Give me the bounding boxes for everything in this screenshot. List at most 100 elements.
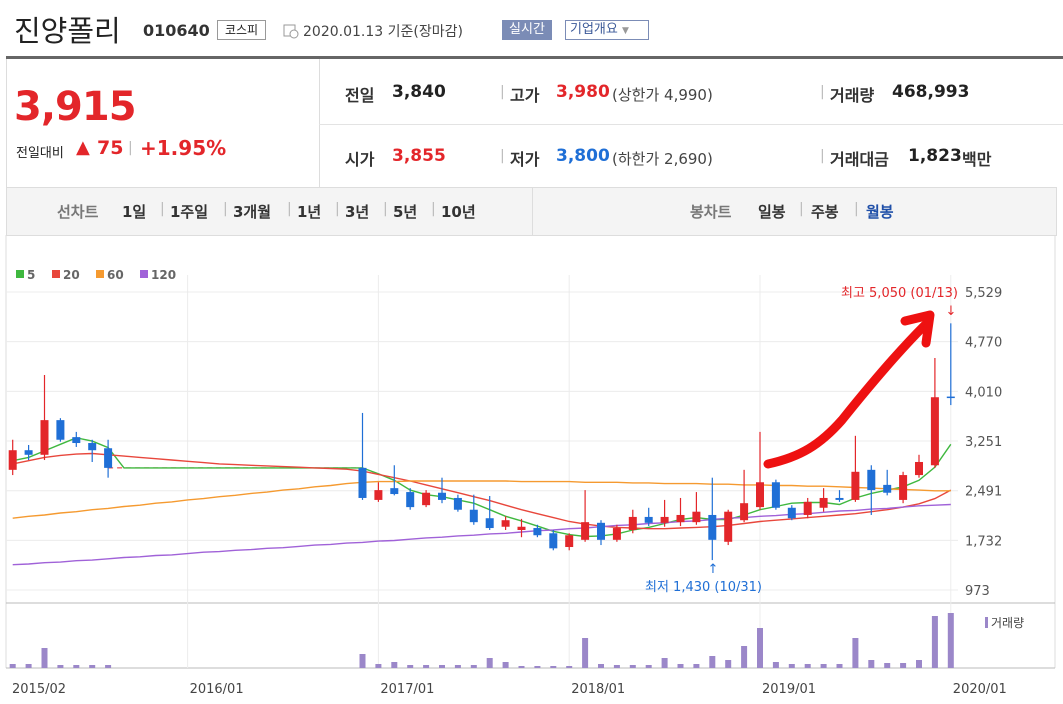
candle-body	[72, 437, 81, 444]
stock-code: 010640	[143, 21, 210, 40]
volume-bar	[741, 646, 748, 668]
y-tick-label: 4,770	[965, 336, 1002, 351]
y-tick-label: 4,010	[965, 385, 1002, 400]
tab[interactable]: 3년	[345, 203, 370, 221]
candle-body	[803, 501, 812, 515]
ma-line	[12, 437, 952, 538]
volume-bar	[518, 666, 525, 668]
candle-body	[597, 522, 605, 540]
y-tick-label: 3,251	[965, 435, 1002, 450]
candle-body	[740, 503, 749, 521]
volume-bar	[836, 664, 843, 668]
candle-body	[88, 443, 97, 451]
x-tick-label: 2017/01	[380, 682, 434, 697]
company-button[interactable]: 기업개요 ▼	[565, 20, 649, 40]
volume-bar	[709, 656, 716, 668]
tab[interactable]: 1일	[122, 203, 147, 221]
candle-body	[787, 507, 796, 519]
candle-body	[56, 420, 65, 440]
volume-bar	[613, 665, 620, 668]
separator: |	[854, 201, 859, 217]
note: (상한가 4,990)	[612, 86, 713, 104]
volume-bar	[868, 660, 875, 668]
volume-bar	[359, 654, 366, 668]
tab-selected[interactable]: 월봉	[866, 203, 894, 221]
separator: |	[335, 201, 340, 217]
tab[interactable]: 일봉	[758, 203, 786, 221]
volume-bar	[502, 662, 509, 668]
x-tick-label: 2019/01	[762, 682, 816, 697]
volume-bar	[820, 664, 827, 668]
clock-icon	[283, 24, 299, 39]
volume-bar	[391, 662, 398, 668]
candle-body	[835, 497, 844, 500]
volume-bar	[423, 665, 430, 668]
separator: |	[820, 148, 825, 164]
volume-bar	[73, 665, 80, 668]
candle-body	[771, 482, 780, 508]
separator: |	[799, 201, 804, 217]
volume-bar	[629, 665, 636, 668]
tab[interactable]: 1년	[297, 203, 322, 221]
separator: |	[820, 84, 825, 100]
value: 3,840	[392, 82, 446, 102]
candle-body	[660, 516, 669, 523]
high-annotation: 최고 5,050 (01/13)	[841, 286, 958, 301]
volume-bar	[757, 628, 763, 668]
candle-body	[724, 511, 733, 542]
hand-arrow	[763, 320, 930, 469]
ma-line	[12, 480, 951, 519]
volume-bar	[439, 665, 445, 668]
candle-body	[358, 467, 367, 498]
hand-arrow-head	[900, 310, 935, 348]
legend-swatch	[96, 270, 104, 278]
candle-body	[501, 520, 510, 527]
chart: 973 1,732 2,491 3,251 4,010 4,770 5,529 2015/02…	[5, 235, 1056, 697]
volume-legend-swatch	[985, 617, 988, 628]
volume-bar	[41, 648, 48, 668]
candle-body	[438, 492, 446, 500]
candle-body	[851, 471, 860, 500]
unit: 백만	[962, 150, 992, 169]
candle-body	[930, 397, 939, 466]
separator: |	[500, 84, 505, 100]
value: 3,980	[556, 82, 610, 102]
volume-bar	[931, 616, 938, 668]
candle-body	[692, 511, 701, 523]
tab[interactable]: 주봉	[811, 203, 839, 221]
current-price: 3,915	[14, 84, 137, 130]
candle-body	[533, 528, 542, 536]
x-tick-label: 2020/01	[953, 682, 1007, 697]
candle-body	[422, 492, 431, 506]
tab[interactable]: 10년	[441, 203, 476, 221]
candle-body	[565, 535, 574, 548]
tab[interactable]: 1주일	[170, 203, 209, 221]
up-triangle: ▲	[76, 137, 90, 158]
volume-bar	[645, 665, 652, 668]
candle-body	[628, 516, 637, 531]
volume-bar	[598, 664, 604, 668]
volume-bar	[772, 662, 779, 668]
volume-bar	[407, 665, 414, 668]
legend-label: 120	[151, 268, 176, 282]
volume-bar	[486, 658, 493, 668]
label: 저가	[510, 150, 540, 169]
low-arrow: ↑	[708, 562, 719, 577]
volume-bar	[677, 664, 684, 668]
tab-divider	[532, 188, 533, 235]
volume-bar	[375, 664, 382, 668]
tab[interactable]: 5년	[393, 203, 418, 221]
candle-body	[104, 448, 113, 468]
header-rule	[6, 56, 1063, 59]
candle-body	[946, 396, 955, 399]
candle-body	[406, 492, 415, 508]
tab[interactable]: 3개월	[233, 203, 272, 221]
label: 전일	[345, 86, 375, 105]
y-tick-label: 5,529	[965, 286, 1002, 301]
candle-body	[549, 533, 558, 549]
dropdown-icon: ▼	[621, 26, 629, 36]
separator: |	[500, 148, 505, 164]
change-label: 전일대비	[16, 146, 64, 161]
realtime-button[interactable]: 실시간	[502, 20, 552, 40]
legend-swatch	[140, 270, 148, 278]
